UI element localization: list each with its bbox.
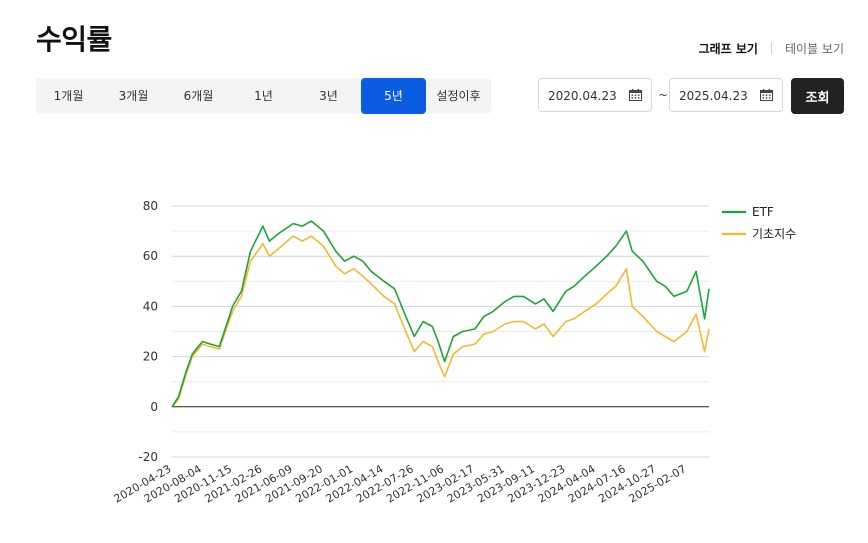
index-series-line: [171, 235, 710, 408]
period-1m-button[interactable]: 1개월: [53, 89, 84, 103]
start-date-input[interactable]: 2020.04.23: [538, 78, 652, 112]
toggle-divider: [770, 43, 772, 54]
period-1y-button[interactable]: 1년: [254, 89, 273, 103]
period-selector: 1개월 3개월 6개월 1년 3년 5년 설정이후: [36, 78, 491, 114]
y-tick-label: 0: [150, 400, 158, 414]
search-button[interactable]: 조회: [791, 78, 844, 114]
legend-label: 기초지수: [752, 227, 796, 241]
start-date-value: 2020.04.23: [548, 89, 617, 103]
legend-label: ETF: [752, 205, 774, 219]
calendar-icon[interactable]: [629, 89, 642, 101]
period-3m-button[interactable]: 3개월: [118, 89, 149, 103]
period-since-inception-button[interactable]: 설정이후: [436, 89, 481, 103]
period-5y-button[interactable]: 5년: [361, 78, 426, 114]
end-date-input[interactable]: 2025.04.23: [669, 78, 783, 112]
view-toggle: 그래프 보기 테이블 보기: [699, 40, 844, 57]
y-tick-label: 60: [143, 249, 158, 263]
y-tick-label: 40: [143, 299, 158, 313]
date-range-separator: ~: [658, 88, 669, 102]
y-tick-label: 20: [143, 350, 158, 364]
y-tick-label: 80: [143, 199, 158, 213]
table-view-button[interactable]: 테이블 보기: [784, 42, 844, 56]
period-3y-button[interactable]: 3년: [319, 89, 338, 103]
etf-series-line: [171, 220, 710, 408]
graph-view-button[interactable]: 그래프 보기: [698, 42, 758, 56]
period-6m-button[interactable]: 6개월: [183, 89, 214, 103]
page-title: 수익률: [36, 23, 112, 56]
end-date-value: 2025.04.23: [679, 89, 748, 103]
y-tick-label: -20: [138, 450, 158, 464]
calendar-icon[interactable]: [760, 89, 773, 101]
